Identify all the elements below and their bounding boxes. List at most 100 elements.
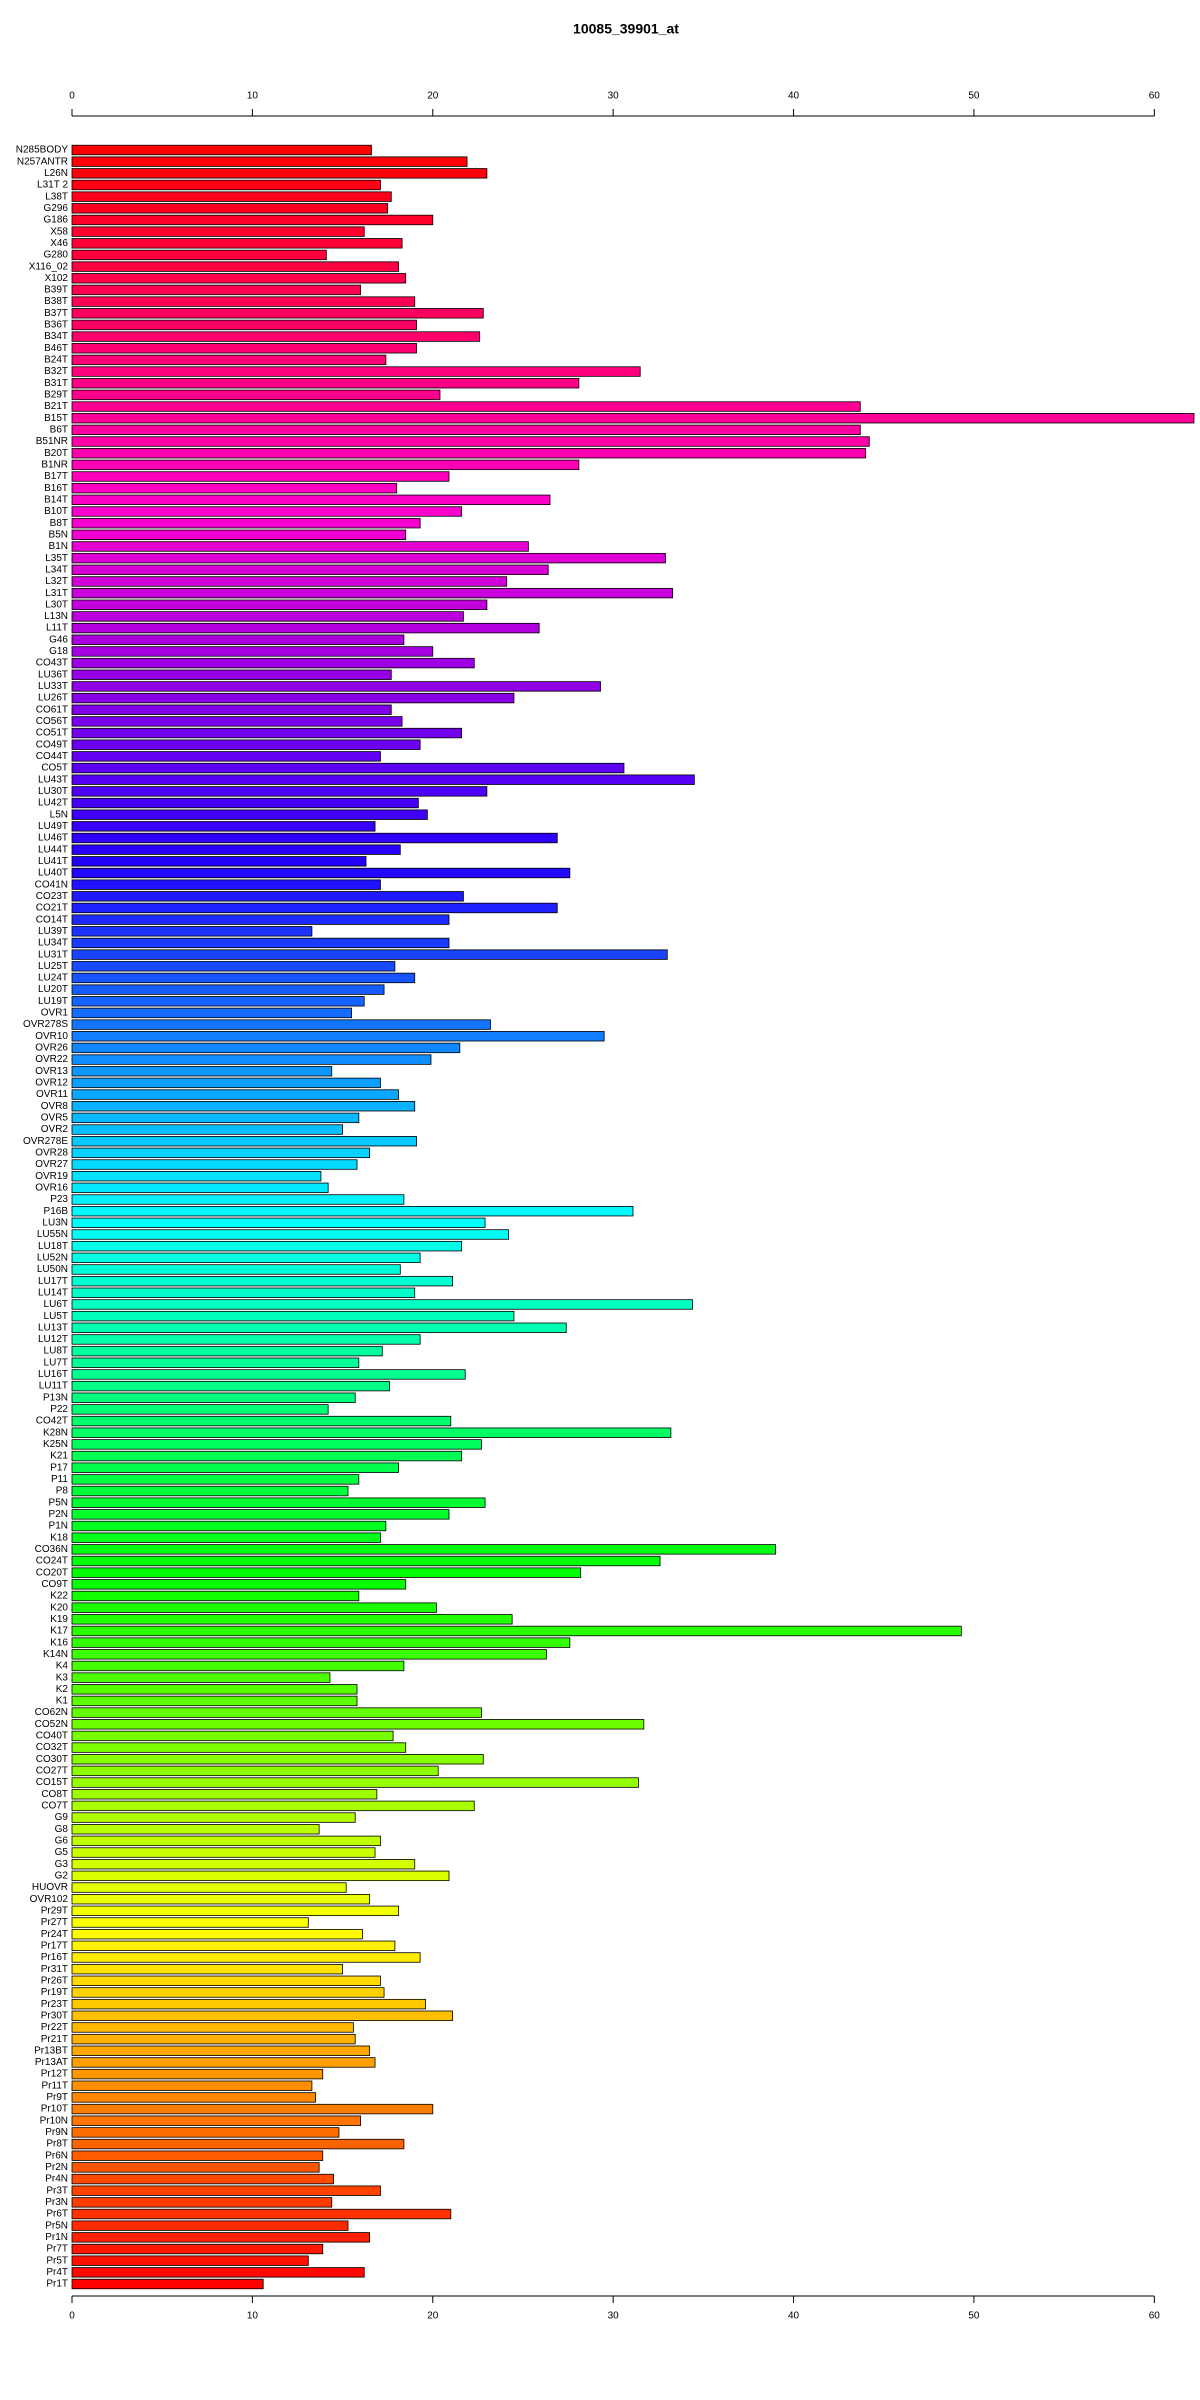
category-label: CO7T bbox=[41, 1801, 68, 1812]
category-label: G6 bbox=[55, 1836, 69, 1847]
category-label: Pr7T bbox=[46, 2244, 68, 2255]
bar bbox=[71, 401, 861, 412]
bar bbox=[71, 2197, 333, 2208]
bar bbox=[71, 2080, 313, 2091]
bar bbox=[71, 1462, 399, 1473]
category-label: LU7T bbox=[44, 1357, 68, 1368]
category-label: OVR22 bbox=[35, 1054, 68, 1065]
bar bbox=[71, 2150, 324, 2161]
bar bbox=[71, 2232, 371, 2243]
category-label: LU18T bbox=[38, 1241, 68, 1252]
category-label: CO40T bbox=[36, 1731, 68, 1742]
bar bbox=[71, 786, 488, 797]
category-label: P11 bbox=[51, 1474, 68, 1485]
category-label: B20T bbox=[44, 448, 68, 459]
category-label: K3 bbox=[56, 1672, 69, 1683]
category-label: HUOVR bbox=[32, 1882, 68, 1893]
bar bbox=[71, 809, 428, 820]
category-label: LU25T bbox=[38, 961, 68, 972]
x-tick-label: 40 bbox=[788, 2311, 800, 2322]
category-label: LU16T bbox=[38, 1369, 68, 1380]
category-label: B29T bbox=[44, 390, 68, 401]
category-label: Pr12T bbox=[41, 2069, 68, 2080]
category-label: OVR10 bbox=[35, 1031, 68, 1042]
bar bbox=[71, 1695, 358, 1707]
category-label: CO9T bbox=[41, 1579, 68, 1590]
category-label: L5N bbox=[50, 809, 68, 820]
category-label: P23 bbox=[50, 1194, 68, 1205]
x-tick-label: 20 bbox=[427, 91, 439, 102]
category-label: Pr31T bbox=[41, 1964, 68, 1975]
bar bbox=[71, 949, 668, 960]
bar bbox=[71, 1182, 329, 1194]
bar bbox=[71, 1649, 547, 1660]
bar bbox=[71, 1124, 343, 1135]
bar bbox=[71, 1789, 378, 1800]
bar bbox=[71, 296, 416, 307]
category-label: X46 bbox=[50, 238, 68, 249]
bar bbox=[71, 1217, 486, 1229]
category-label: B6T bbox=[50, 425, 68, 436]
category-label: LU46T bbox=[38, 833, 68, 844]
category-label: B31T bbox=[44, 378, 68, 389]
category-label: G18 bbox=[49, 646, 68, 657]
bar bbox=[71, 1625, 962, 1637]
category-label: Pr5N bbox=[45, 2220, 68, 2231]
category-label: Pr13AT bbox=[35, 2057, 68, 2068]
bar bbox=[71, 238, 403, 249]
bar bbox=[71, 622, 540, 634]
category-label: K22 bbox=[50, 1591, 68, 1602]
bar bbox=[71, 727, 463, 739]
bar bbox=[71, 308, 484, 319]
x-tick-label: 10 bbox=[247, 2311, 259, 2322]
bar bbox=[71, 1252, 421, 1263]
bar bbox=[71, 1917, 309, 1928]
category-label: CO44T bbox=[36, 751, 68, 762]
category-label: L31T 2 bbox=[37, 180, 68, 191]
bar bbox=[71, 1171, 322, 1182]
bar bbox=[71, 611, 464, 622]
category-label: LU3N bbox=[42, 1217, 68, 1228]
category-label: Pr27T bbox=[41, 1917, 68, 1928]
category-label: L13N bbox=[44, 611, 68, 622]
category-label: CO8T bbox=[41, 1789, 68, 1800]
category-label: G9 bbox=[55, 1812, 69, 1823]
bar bbox=[71, 2185, 381, 2196]
bar bbox=[71, 1299, 693, 1310]
bar bbox=[71, 1275, 454, 1287]
bar bbox=[71, 1089, 399, 1100]
bar bbox=[71, 1427, 672, 1438]
category-label: LU55N bbox=[37, 1229, 68, 1240]
bar bbox=[71, 797, 419, 809]
bar bbox=[71, 1345, 383, 1357]
category-label: LU40T bbox=[38, 868, 68, 879]
category-label: LU44T bbox=[38, 844, 68, 855]
bar bbox=[71, 2045, 371, 2056]
category-label: Pr1N bbox=[45, 2232, 68, 2243]
category-label: OVR27 bbox=[35, 1159, 68, 1170]
bar bbox=[71, 203, 389, 214]
category-label: Pr13BT bbox=[34, 2045, 68, 2056]
category-label: LU17T bbox=[38, 1276, 68, 1287]
category-label: OVR11 bbox=[36, 1089, 68, 1100]
bar bbox=[71, 436, 870, 447]
bar bbox=[71, 1147, 371, 1159]
category-label: B38T bbox=[44, 296, 68, 307]
bar bbox=[71, 1136, 417, 1147]
bar bbox=[71, 1614, 513, 1625]
category-label: OVR102 bbox=[30, 1894, 69, 1905]
category-label: Pr3N bbox=[45, 2197, 68, 2208]
bar bbox=[71, 389, 441, 401]
category-label: K2 bbox=[56, 1684, 69, 1695]
bar bbox=[71, 459, 580, 471]
bar bbox=[71, 891, 464, 902]
category-label: CO21T bbox=[36, 903, 68, 914]
category-label: B51NR bbox=[36, 436, 68, 447]
bar bbox=[71, 1334, 421, 1345]
bar bbox=[71, 1532, 381, 1543]
category-label: CO32T bbox=[36, 1742, 68, 1753]
bar bbox=[71, 1369, 466, 1380]
category-label: OVR278E bbox=[23, 1136, 68, 1147]
category-label: L38T bbox=[45, 191, 68, 202]
category-label: B32T bbox=[44, 366, 68, 377]
